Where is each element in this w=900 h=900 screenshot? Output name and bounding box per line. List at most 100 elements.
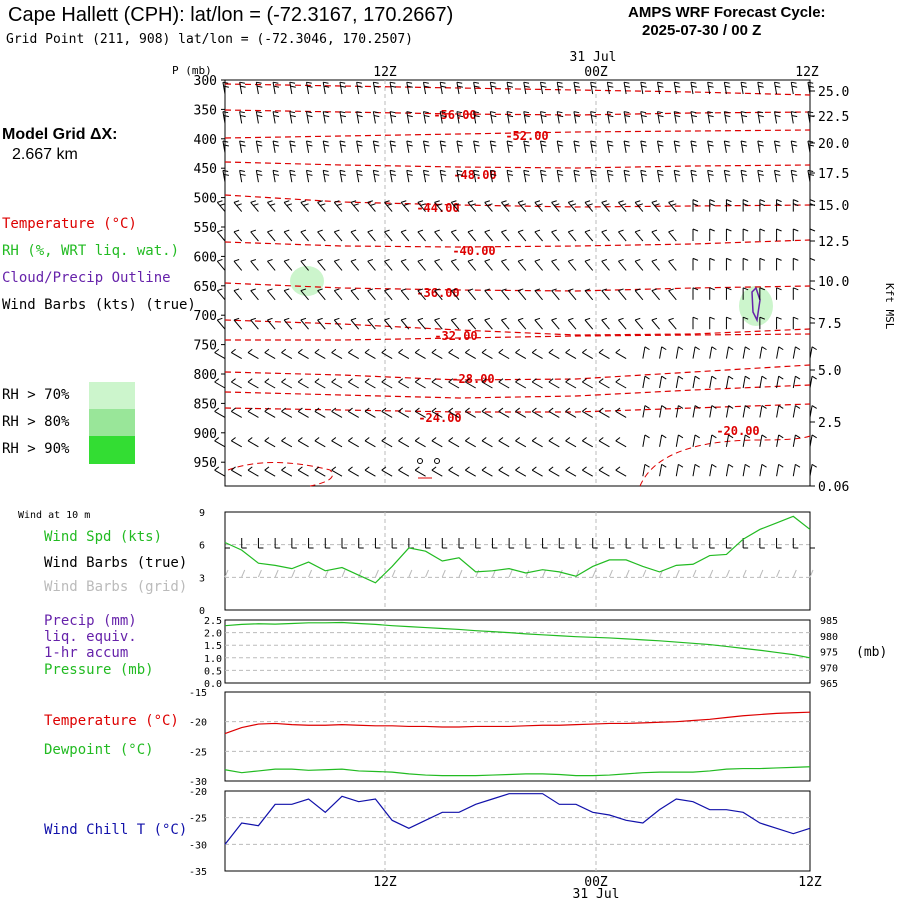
- wind-barb-shaft: [498, 410, 510, 418]
- wind-barb-shaft: [384, 202, 393, 212]
- wind-barb-shaft: [675, 405, 679, 418]
- wind-barb: [668, 259, 677, 271]
- wind-barb: [216, 200, 226, 212]
- wind-barb-flag: [414, 378, 420, 383]
- height-tick-label: 12.5: [818, 235, 849, 250]
- wind-barb-flag: [793, 257, 799, 261]
- wind-barb-flag: [373, 111, 379, 114]
- wind-barb-flag: [615, 437, 621, 442]
- wind-barb-flag: [515, 437, 521, 442]
- wind-barb-flag: [584, 259, 591, 262]
- wind-barb-shaft: [531, 469, 543, 477]
- wind-barb: [517, 317, 527, 330]
- wind-barb-flag: [490, 85, 497, 88]
- wind-barb-shaft: [523, 170, 527, 183]
- wind-barb-shaft: [267, 260, 276, 271]
- wind-barb: [673, 111, 681, 124]
- height-tick-label: 25.0: [818, 85, 849, 100]
- wind-barb-shaft: [305, 170, 310, 183]
- wind-barb-flag: [598, 407, 604, 412]
- wind-barb-flag: [692, 203, 699, 207]
- wind-barb: [534, 200, 543, 212]
- wind-barb-flag: [757, 169, 764, 172]
- wind-barb-flag: [498, 466, 504, 471]
- wind-barb-flag: [791, 169, 797, 172]
- wind-barb: [216, 317, 226, 330]
- wind-barb-shaft: [467, 319, 477, 330]
- wind-barb-flag: [498, 407, 504, 412]
- wind-barb-grid: [214, 81, 817, 477]
- wind-barb-shaft: [642, 376, 646, 389]
- wind-barb-shaft: [297, 440, 309, 448]
- wind-barb: [331, 378, 343, 389]
- wind-barb-grid: [291, 569, 296, 578]
- wind-barb-shaft: [573, 140, 577, 153]
- wind-barb-flag: [501, 288, 507, 292]
- wind-barb: [584, 259, 594, 271]
- wind-barb-flag: [467, 229, 474, 233]
- wind-barb: [642, 346, 650, 359]
- wind-barb: [356, 140, 363, 153]
- wind-barb-shaft: [692, 346, 696, 359]
- wind-barb-flag: [644, 375, 650, 380]
- wind-barb-flag: [283, 288, 290, 292]
- wind-barb-flag: [231, 407, 236, 412]
- wind-barb-shaft: [372, 140, 376, 153]
- wind-barb-flag: [598, 466, 604, 471]
- wind-barb: [792, 316, 799, 330]
- wind-barb-flag: [742, 228, 749, 232]
- wind-barb: [467, 317, 477, 330]
- wind-barb-flag: [740, 140, 747, 143]
- wind-barb-shaft: [448, 352, 460, 360]
- wind-barb-flag: [607, 81, 613, 84]
- wind-barb: [623, 140, 631, 153]
- wind-barb: [398, 378, 410, 389]
- wind-barb: [456, 81, 463, 95]
- wind-barb-flag: [484, 288, 490, 292]
- wind-barb-flag: [373, 115, 380, 118]
- wind-barb-flag: [300, 317, 307, 321]
- wind-barb: [759, 463, 767, 477]
- wind-barb: [305, 169, 313, 183]
- wind-barb-shaft: [431, 469, 443, 477]
- wind-barb-flag: [691, 85, 697, 88]
- wind-barb-shaft: [623, 140, 627, 153]
- temperature-tick-label: -30: [189, 777, 207, 788]
- wind-barb: [247, 407, 259, 418]
- wind-barb: [809, 463, 817, 477]
- wind-barb-flag: [582, 437, 587, 442]
- wind-barb-shaft: [448, 469, 460, 477]
- wind-barb: [322, 169, 330, 183]
- wind-barb-shaft: [640, 140, 644, 153]
- wind-barb-shaft: [498, 440, 510, 448]
- wind-barb-flag: [557, 140, 563, 143]
- wind-barb-flag: [264, 466, 270, 471]
- wind-barb-flag: [364, 348, 370, 353]
- wind-barb-flag: [774, 81, 780, 84]
- wind-barb: [255, 111, 263, 124]
- wind-barb-flag: [590, 111, 597, 114]
- wind-barb-flag: [481, 437, 487, 442]
- wind-barb-shaft: [690, 111, 694, 124]
- wind-barb-flag: [440, 169, 446, 172]
- wind-barb-flag: [264, 407, 270, 412]
- wind-barb-flag: [651, 317, 658, 321]
- wind-barb: [675, 405, 684, 418]
- wind-barb-shaft: [272, 170, 276, 183]
- wind-barb-flag: [219, 203, 226, 206]
- wind-barb-flag: [778, 346, 784, 351]
- wind-barb: [590, 81, 597, 95]
- wind-barb-flag: [809, 203, 816, 207]
- wind-barb: [233, 200, 243, 212]
- wind-barb: [400, 200, 410, 212]
- wind-barb-flag: [728, 463, 734, 468]
- wind-barb: [231, 348, 242, 360]
- pressure-tick-label: 750: [194, 339, 217, 354]
- wind-barb: [417, 229, 426, 242]
- wind-barb-shaft: [590, 111, 594, 124]
- wind-barb-flag: [398, 466, 404, 471]
- wind-barb: [757, 111, 764, 124]
- wind-barb-shaft: [431, 410, 443, 418]
- wind-barb-flag: [568, 200, 574, 203]
- wind-barb-flag: [807, 111, 814, 114]
